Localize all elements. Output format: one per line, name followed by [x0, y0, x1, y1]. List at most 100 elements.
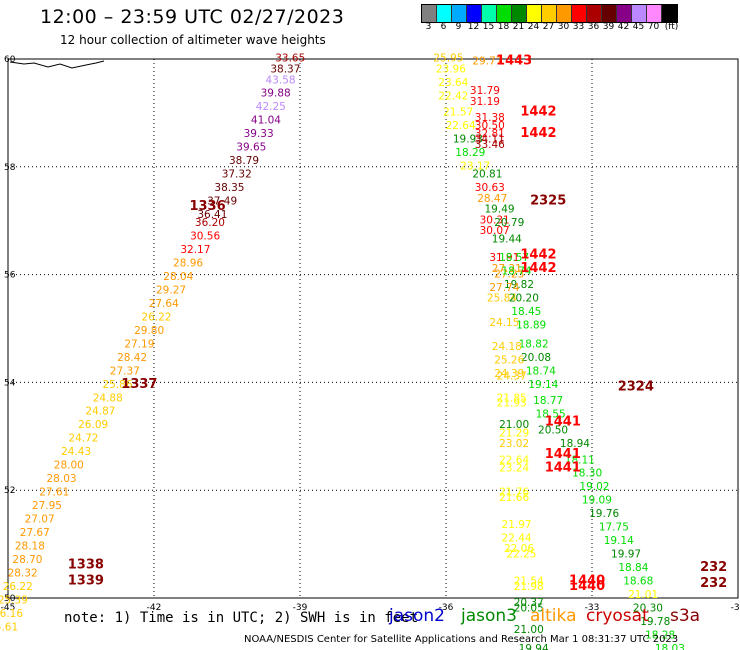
wave-height-value: 22.06: [504, 543, 534, 555]
wave-height-value: 36.20: [195, 217, 225, 229]
wave-height-value: 27.07: [25, 514, 55, 526]
wave-height-value: 19.44: [492, 233, 522, 245]
scale-label: 27: [542, 22, 555, 32]
wave-height-value: 42.25: [256, 101, 286, 113]
wave-height-value: 30.31: [480, 214, 510, 226]
wave-height-value: 25.26: [494, 355, 524, 367]
scale-swatch: [497, 5, 512, 22]
x-tick-label: -42: [147, 603, 162, 613]
pass-number-label: 1441: [545, 460, 581, 475]
wave-height-value: 19.76: [589, 508, 619, 520]
wave-height-value: 23.64: [438, 77, 468, 89]
wave-height-value: 19.94: [519, 643, 549, 650]
wave-height-value: 28.42: [117, 352, 147, 364]
wave-height-value: 24.39: [494, 368, 524, 380]
wave-height-value: 25.84: [487, 293, 517, 305]
wave-height-value: 20.05: [514, 602, 544, 614]
y-tick-label: 54: [4, 378, 16, 388]
pass-number-label: 1338: [68, 557, 104, 572]
note-text: note: 1) Time is in UTC; 2) SWH is in fe…: [64, 610, 419, 626]
x-tick-label: -30: [731, 603, 740, 613]
scale-swatch: [617, 5, 632, 22]
x-tick-label: -45: [1, 603, 16, 613]
wave-height-value: 21.29: [499, 427, 529, 439]
wave-height-value: 27.21: [492, 263, 522, 275]
scale-label: (ft): [664, 22, 679, 32]
wave-height-value: 27.95: [32, 500, 62, 512]
wave-height-value: 30.50: [475, 120, 505, 132]
wave-height-value: 19.14: [604, 535, 634, 547]
scale-swatch: [662, 5, 677, 22]
wave-height-value: 31.91: [489, 252, 519, 264]
satellite-legend-jason3: jason3: [461, 606, 517, 626]
wave-height-value: 29.80: [134, 325, 164, 337]
wave-height-value: 43.58: [266, 74, 296, 86]
scale-swatch: [602, 5, 617, 22]
scale-label: 3: [425, 22, 432, 32]
wave-height-value: 32.81: [475, 128, 505, 140]
wave-height-value: 24.37: [497, 371, 527, 383]
wave-height-value: 20.30: [633, 602, 663, 614]
wave-height-value: 22.44: [502, 532, 532, 544]
wave-height-value: 20.50: [538, 425, 568, 437]
wave-height-value: 37.49: [207, 196, 237, 208]
wave-height-value: 25.86: [102, 379, 132, 391]
wave-height-value: 36.41: [197, 209, 227, 221]
pass-number-label: 1442: [520, 105, 556, 120]
scale-label: 24: [527, 22, 540, 32]
wave-height-value: 21.01: [628, 589, 658, 601]
wave-height-value: 21.93: [497, 398, 527, 410]
scale-swatch: [452, 5, 467, 22]
satellite-legend-s3a: s3a: [670, 606, 701, 626]
wave-height-value: 19.93: [453, 134, 483, 146]
wave-height-value: 23.17: [460, 160, 490, 172]
scale-label: 6: [440, 22, 447, 32]
color-scale: [421, 4, 678, 23]
footer-credit: NOAA/NESDIS Center for Satellite Applica…: [244, 634, 679, 645]
wave-height-value: 29.77: [472, 55, 502, 67]
scale-swatch: [542, 5, 557, 22]
wave-height-value: 18.94: [560, 438, 590, 450]
wave-height-value: 24.72: [68, 433, 98, 445]
wave-height-value: 27.23: [494, 268, 524, 280]
wave-height-value: 27.67: [20, 527, 50, 539]
wave-height-value: 18.84: [618, 562, 648, 574]
wave-height-value: 24.18: [492, 341, 522, 353]
wave-height-value: 21.54: [514, 576, 544, 588]
satellite-legend-altika: altika: [530, 606, 577, 626]
pass-number-label: 2325: [530, 194, 566, 209]
wave-height-value: 41.04: [251, 115, 281, 127]
wave-height-value: 22.64: [446, 120, 476, 132]
scale-swatch: [587, 5, 602, 22]
pass-number-label: 232: [700, 576, 727, 591]
wave-height-value: 38.37: [270, 63, 300, 75]
wave-height-value: 25.39: [0, 594, 28, 606]
wave-height-value: 18.74: [502, 266, 532, 278]
wave-height-value: 23.02: [499, 438, 529, 450]
wave-height-value: 27.61: [39, 487, 69, 499]
wave-height-value: 20.37: [514, 597, 544, 609]
wave-height-value: 32.17: [180, 244, 210, 256]
wave-height-value: 26.16: [0, 608, 23, 620]
scale-swatch: [512, 5, 527, 22]
scale-label: 33: [572, 22, 585, 32]
wave-height-value: 17.75: [599, 522, 629, 534]
wave-height-value: 25.95: [433, 53, 463, 65]
scale-label: 21: [512, 22, 525, 32]
wave-height-value: 20.79: [494, 217, 524, 229]
wave-height-value: 27.19: [124, 338, 154, 350]
wave-height-value: 22.64: [499, 454, 529, 466]
pass-number-label: 1442: [520, 261, 556, 276]
wave-height-value: 28.70: [12, 554, 42, 566]
scale-label: 9: [455, 22, 462, 32]
wave-height-value: 30.07: [480, 225, 510, 237]
wave-height-value: 39.88: [261, 88, 291, 100]
wave-height-value: 19.97: [611, 549, 641, 561]
x-tick-label: -39: [293, 603, 308, 613]
wave-height-value: 24.15: [489, 317, 519, 329]
wave-height-value: 19.82: [504, 279, 534, 291]
wave-height-value: 19.02: [579, 481, 609, 493]
wave-height-value: 18.29: [455, 147, 485, 159]
wave-height-value: 21.76: [499, 487, 529, 499]
wave-height-value: 24.43: [61, 446, 91, 458]
